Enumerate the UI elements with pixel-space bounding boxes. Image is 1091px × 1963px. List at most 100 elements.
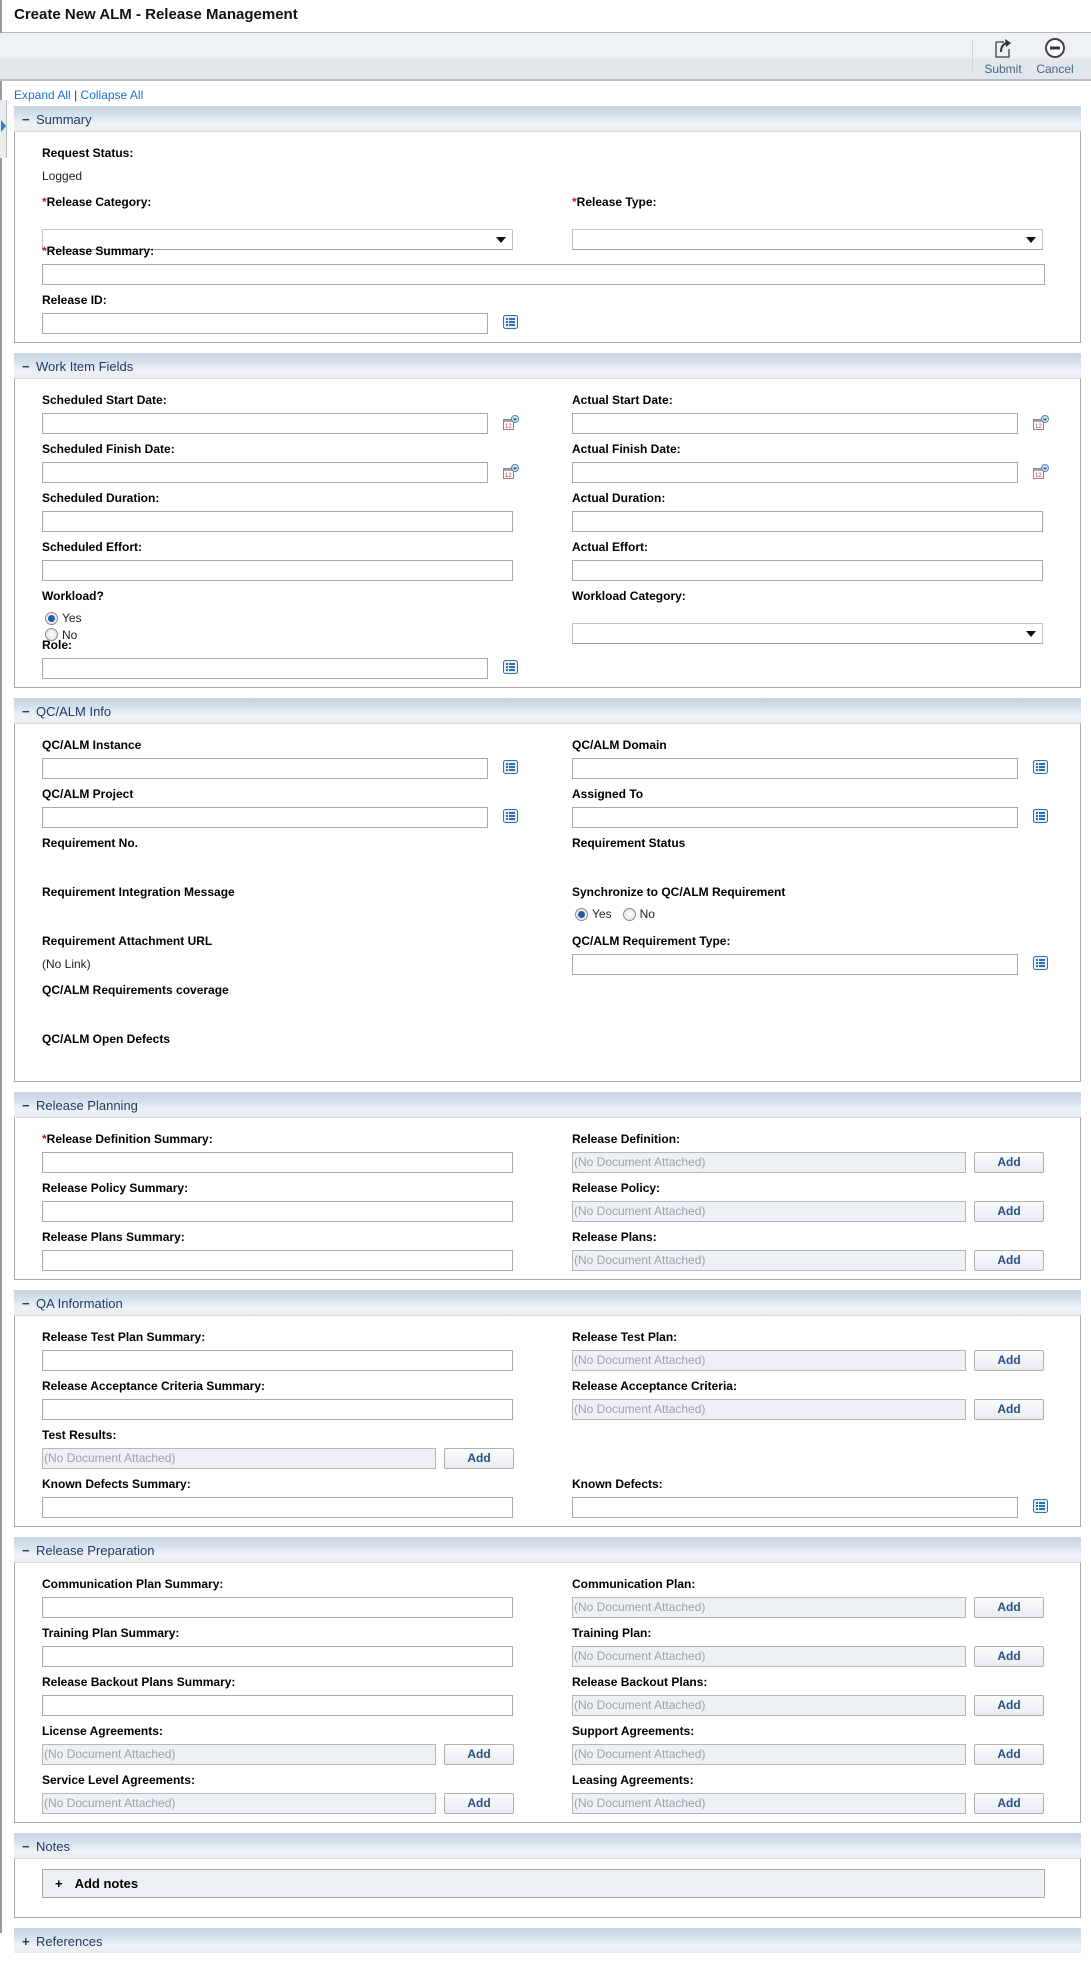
release-planning-section-header[interactable]: − Release Planning	[14, 1092, 1081, 1117]
qc-alm-instance-input[interactable]	[42, 758, 488, 779]
actual-start-date-input[interactable]	[572, 413, 1018, 434]
expand-all-link[interactable]: Expand All	[14, 88, 71, 102]
submit-button[interactable]: Submit	[980, 37, 1026, 76]
radio-no[interactable]: No	[620, 907, 655, 921]
chevron-down-icon[interactable]	[496, 237, 506, 243]
svg-text:12: 12	[505, 473, 512, 479]
collapse-icon[interactable]: −	[22, 359, 30, 374]
workload-category-select[interactable]	[572, 623, 1043, 644]
radio-unselected-icon[interactable]	[45, 628, 58, 641]
scheduled-duration-input[interactable]	[42, 511, 513, 532]
qc-alm-project-input[interactable]	[42, 807, 488, 828]
license-agreements-add-button[interactable]: Add	[444, 1744, 514, 1765]
list-lookup-icon[interactable]	[1033, 809, 1048, 826]
release-plans-label-text: Release Plans:	[572, 1230, 657, 1244]
release-type-select[interactable]	[572, 229, 1043, 250]
release-policy-summary-input[interactable]	[42, 1201, 513, 1222]
references-section-header[interactable]: + References	[14, 1928, 1081, 1953]
training-plan-summary-input[interactable]	[42, 1646, 513, 1667]
qc-alm-requirement-type-input[interactable]	[572, 954, 1018, 975]
radio-selected-icon[interactable]	[575, 907, 588, 921]
release-id-input[interactable]	[42, 313, 488, 334]
release-policy-add-button[interactable]: Add	[974, 1201, 1044, 1222]
release-acceptance-criteria-summary-input[interactable]	[42, 1399, 513, 1420]
release-summary-input[interactable]	[42, 264, 1045, 285]
role-input[interactable]	[42, 658, 488, 679]
release-preparation-section-header[interactable]: − Release Preparation	[14, 1537, 1081, 1562]
cancel-button[interactable]: Cancel	[1032, 37, 1078, 76]
test-results-add-button[interactable]: Add	[444, 1448, 514, 1469]
actual-finish-date-input[interactable]	[572, 462, 1018, 483]
collapse-icon[interactable]: −	[22, 112, 30, 127]
scheduled-effort-label: Scheduled Effort:	[42, 540, 142, 554]
scheduled-finish-date-input[interactable]	[42, 462, 488, 483]
collapse-icon[interactable]: −	[22, 1543, 30, 1558]
scheduled-start-date-input[interactable]	[42, 413, 488, 434]
collapse-icon[interactable]: −	[22, 1839, 30, 1854]
summary-section-body: Request Status: Logged *Release Category: *…	[14, 131, 1081, 343]
collapse-icon[interactable]: −	[22, 1296, 30, 1311]
release-definition-summary-input[interactable]	[42, 1152, 513, 1173]
release-backout-plans-summary-label-text: Release Backout Plans Summary:	[42, 1675, 236, 1689]
add-notes-button[interactable]: + Add notes	[42, 1869, 1045, 1898]
expand-icon[interactable]: +	[22, 1934, 30, 1949]
chevron-down-icon[interactable]	[1026, 237, 1036, 243]
list-lookup-icon[interactable]	[503, 760, 518, 777]
communication-plan-summary-input[interactable]	[42, 1597, 513, 1618]
collapse-icon[interactable]: −	[22, 704, 30, 719]
request-status-label: Request Status:	[42, 146, 133, 160]
role-field: Role:	[42, 638, 518, 679]
radio-no[interactable]: No	[42, 628, 77, 642]
qc-alm-domain-input[interactable]	[572, 758, 1018, 779]
release-test-plan-field: Release Test Plan: (No Document Attached)…	[572, 1330, 1044, 1371]
side-panel-toggle[interactable]	[0, 100, 7, 158]
communication-plan-add-button[interactable]: Add	[974, 1597, 1044, 1618]
release-test-plan-add-button[interactable]: Add	[974, 1350, 1044, 1371]
list-lookup-icon[interactable]	[1033, 956, 1048, 973]
actual-effort-input[interactable]	[572, 560, 1043, 581]
chevron-down-icon[interactable]	[1026, 631, 1036, 637]
notes-section-header[interactable]: − Notes	[14, 1833, 1081, 1858]
release-definition-add-button[interactable]: Add	[974, 1152, 1044, 1173]
radio-yes[interactable]: Yes	[42, 611, 82, 625]
release-category-select[interactable]	[42, 229, 513, 250]
calendar-icon[interactable]: 12	[1033, 415, 1049, 433]
known-defects-summary-label-text: Known Defects Summary:	[42, 1477, 191, 1491]
assigned-to-input[interactable]	[572, 807, 1018, 828]
release-backout-plans-add-button[interactable]: Add	[974, 1695, 1044, 1716]
service-level-agreements-add-button[interactable]: Add	[444, 1793, 514, 1814]
release-plans-add-button[interactable]: Add	[974, 1250, 1044, 1271]
training-plan-add-button[interactable]: Add	[974, 1646, 1044, 1667]
actual-duration-input[interactable]	[572, 511, 1043, 532]
list-lookup-icon[interactable]	[503, 315, 518, 332]
scheduled-effort-input[interactable]	[42, 560, 513, 581]
work-item-fields-section-header[interactable]: − Work Item Fields	[14, 353, 1081, 378]
release-backout-plans-summary-input[interactable]	[42, 1695, 513, 1716]
release-definition-document: (No Document Attached)	[572, 1152, 966, 1173]
actual-duration-field: Actual Duration:	[572, 491, 1043, 532]
radio-selected-icon[interactable]	[45, 611, 58, 625]
known-defects-summary-input[interactable]	[42, 1497, 513, 1518]
known-defects-input[interactable]	[572, 1497, 1018, 1518]
qa-information-section-header[interactable]: − QA Information	[14, 1290, 1081, 1315]
collapse-all-link[interactable]: Collapse All	[80, 88, 144, 102]
qc-alm-info-section-header[interactable]: − QC/ALM Info	[14, 698, 1081, 723]
release-test-plan-summary-input[interactable]	[42, 1350, 513, 1371]
workload-label-text: Workload?	[42, 589, 104, 603]
form-row: QC/ALM Open Defects	[42, 1032, 1080, 1081]
list-lookup-icon[interactable]	[503, 809, 518, 826]
support-agreements-add-button[interactable]: Add	[974, 1744, 1044, 1765]
release-acceptance-criteria-add-button[interactable]: Add	[974, 1399, 1044, 1420]
list-lookup-icon[interactable]	[1033, 1499, 1048, 1516]
summary-section-header[interactable]: − Summary	[14, 106, 1081, 131]
radio-unselected-icon[interactable]	[622, 907, 636, 921]
calendar-icon[interactable]: 12	[1033, 464, 1049, 482]
list-lookup-icon[interactable]	[1033, 760, 1048, 777]
release-plans-summary-input[interactable]	[42, 1250, 513, 1271]
collapse-icon[interactable]: −	[22, 1098, 30, 1113]
leasing-agreements-add-button[interactable]: Add	[974, 1793, 1044, 1814]
calendar-icon[interactable]: 12	[503, 464, 519, 482]
list-lookup-icon[interactable]	[503, 660, 518, 677]
calendar-icon[interactable]: 12	[503, 415, 519, 433]
radio-yes[interactable]: Yes	[572, 907, 612, 921]
